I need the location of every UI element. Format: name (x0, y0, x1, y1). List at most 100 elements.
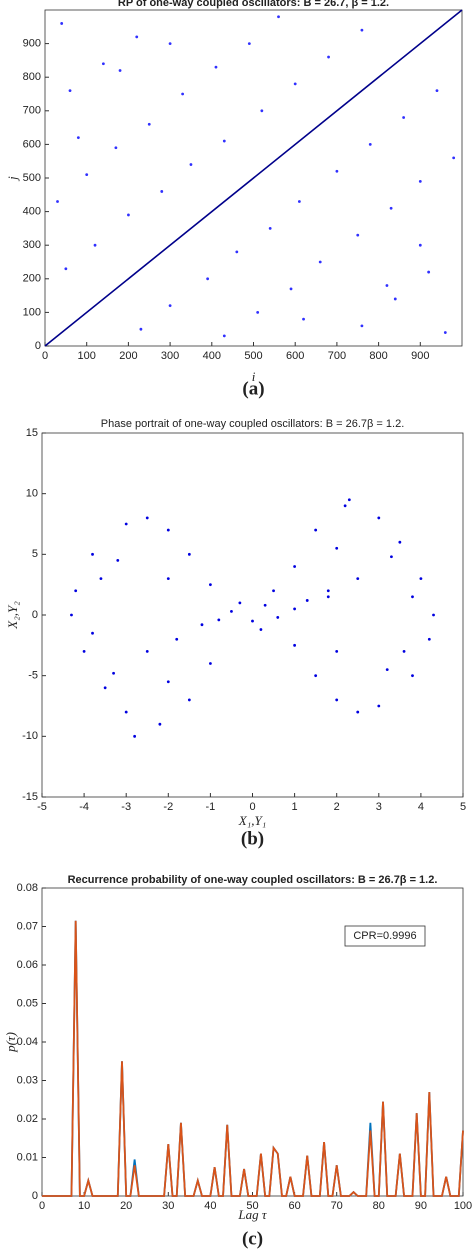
scatter-point (91, 631, 94, 635)
y-tick-label: 0.08 (17, 882, 38, 894)
y-tick-label: 0.07 (17, 920, 38, 932)
scatter-point (335, 698, 339, 702)
scatter-point (272, 589, 275, 593)
scatter-point (335, 650, 339, 653)
y-tick-label: 600 (23, 138, 41, 150)
y-tick-label: 300 (23, 239, 41, 251)
scatter-point (393, 297, 397, 301)
scatter-point (168, 304, 172, 308)
scatter-point (390, 555, 393, 559)
x-axis-label: i (252, 369, 256, 384)
scatter-point (222, 334, 226, 338)
scatter-point (305, 599, 309, 602)
y-tick-label: 800 (23, 71, 41, 83)
x-tick-label: 80 (373, 1200, 385, 1212)
scatter-point (85, 173, 89, 177)
scatter-point (411, 595, 414, 599)
scatter-point (101, 62, 105, 66)
data-line (42, 920, 464, 1197)
y-tick-label: 0 (32, 1190, 38, 1202)
scatter-point (377, 516, 381, 520)
y-tick-label: 15 (26, 427, 38, 439)
scatter-point (389, 206, 393, 210)
scatter-point (235, 250, 239, 254)
x-tick-label: -5 (37, 801, 47, 813)
scatter-point (135, 35, 139, 39)
scatter-point (68, 89, 72, 93)
scatter-point (293, 607, 296, 611)
scatter-point (209, 583, 212, 587)
x-tick-label: 4 (418, 801, 424, 813)
scatter-point (335, 169, 339, 173)
scatter-point (356, 577, 360, 580)
scatter-point (419, 577, 423, 580)
scatter-point (256, 311, 260, 314)
scatter-point (289, 287, 293, 291)
x-tick-label: 60 (288, 1200, 300, 1212)
x-tick-label: 1 (292, 801, 298, 813)
scatter-point (158, 722, 162, 726)
scatter-point (166, 577, 170, 580)
plot-area (41, 432, 464, 798)
scatter-point (103, 686, 107, 690)
scatter-point (402, 650, 406, 653)
x-tick-label: -1 (206, 801, 216, 813)
diagonal-line (44, 9, 463, 347)
annotation: CPR=0.9996 (353, 930, 416, 942)
x-tick-label: -3 (121, 801, 131, 813)
scatter-point (314, 528, 318, 532)
scatter-point (263, 603, 267, 607)
x-tick-label: 100 (454, 1200, 472, 1212)
scatter-point (335, 546, 339, 550)
x-tick-label: 2 (334, 801, 340, 813)
x-tick-label: 10 (78, 1200, 90, 1212)
scatter-point (247, 42, 251, 45)
x-axis-label: Lag τ (237, 1207, 267, 1222)
y-tick-label: 400 (23, 206, 41, 218)
scatter-point (368, 143, 372, 146)
y-tick-label: 10 (26, 488, 38, 500)
x-tick-label: 5 (460, 801, 466, 813)
scatter-point (347, 498, 351, 502)
y-tick-label: 900 (23, 38, 41, 50)
x-tick-label: 900 (411, 350, 429, 362)
x-tick-label: 3 (376, 801, 382, 813)
scatter-point (187, 552, 191, 556)
x-tick-label: 0 (249, 801, 255, 813)
scatter-point (432, 613, 435, 617)
scatter-point (314, 674, 318, 678)
scatter-point (302, 317, 305, 321)
scatter-point (93, 243, 97, 247)
y-tick-label: 0 (32, 609, 38, 621)
y-axis-label: j (5, 176, 20, 182)
scatter-point (200, 623, 204, 627)
scatter-point (166, 680, 170, 684)
scatter-point (293, 565, 296, 568)
scatter-point (293, 643, 296, 647)
scatter-point (145, 516, 149, 520)
scatter-point (91, 552, 94, 556)
scatter-point (452, 156, 456, 160)
panel-label: (b) (241, 828, 264, 849)
scatter-point (99, 577, 103, 580)
x-tick-label: 800 (369, 350, 387, 362)
y-tick-label: 0.01 (17, 1151, 38, 1163)
y-tick-label: 0.02 (17, 1113, 38, 1125)
scatter-point (238, 601, 242, 605)
scatter-point (139, 327, 143, 331)
chart-title: Phase portrait of one-way coupled oscill… (101, 418, 405, 430)
x-tick-label: 50 (246, 1200, 258, 1212)
scatter-point (251, 619, 254, 623)
scatter-point (181, 92, 185, 96)
chart-title: RP of one-way coupled oscillators: B = 2… (118, 0, 389, 9)
scatter-point (76, 136, 80, 140)
scatter-point (327, 55, 330, 59)
x-tick-label: 30 (162, 1200, 174, 1212)
scatter-point (385, 668, 389, 671)
scatter-point (114, 146, 118, 150)
y-tick-label: 700 (23, 105, 41, 117)
scatter-point (402, 116, 406, 119)
scatter-point (209, 662, 212, 665)
scatter-point (124, 710, 128, 714)
